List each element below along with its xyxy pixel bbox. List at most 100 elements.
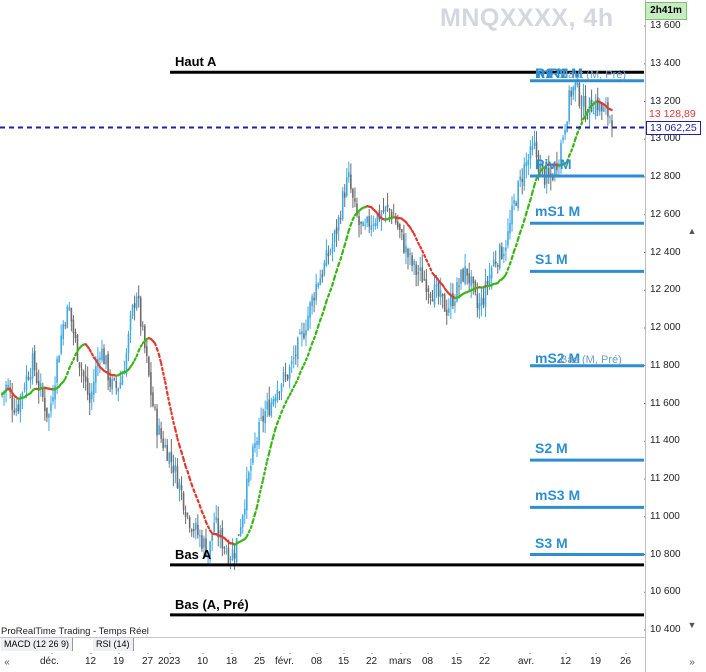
candle-body [382, 210, 385, 213]
candle-body [272, 399, 275, 405]
candle-body [413, 260, 415, 266]
candle-body [246, 478, 248, 511]
candle-body [441, 293, 444, 297]
candle-body [501, 246, 503, 259]
scroll-left-icon[interactable]: « [4, 657, 10, 668]
candle-body [133, 303, 136, 308]
x-tick-label: 18 [226, 656, 238, 667]
moving-average-segment [96, 362, 102, 369]
candle-body [44, 397, 46, 412]
chevron-down-icon[interactable]: ▼ [687, 620, 697, 630]
candle-body [364, 224, 366, 226]
moving-average-segment [90, 352, 95, 359]
candle-body [105, 355, 107, 365]
moving-average-segment [288, 390, 293, 397]
moving-average-segment [200, 510, 206, 518]
x-tick-label: déc. [40, 656, 59, 667]
moving-average-segment [510, 249, 516, 259]
candle-body [182, 492, 185, 511]
candle-body [113, 378, 116, 380]
candle-body [284, 374, 287, 376]
candle-body [190, 529, 193, 532]
moving-average-segment [529, 191, 534, 201]
candle-body [148, 356, 150, 376]
moving-average-segment [182, 457, 187, 468]
level-label: Haut (M, Pré) [560, 68, 627, 81]
x-tick-label: 22 [479, 656, 491, 667]
x-tick-label: 15 [338, 656, 350, 667]
candle-body [309, 302, 311, 318]
candle-body [417, 272, 419, 274]
moving-average-segment [259, 478, 265, 490]
candle-body [592, 113, 595, 115]
candle-body [80, 369, 83, 371]
candle-body [331, 243, 334, 252]
scroll-right-icon[interactable]: » [689, 657, 695, 668]
candle-body [472, 276, 475, 284]
x-tick-label: 10 [197, 656, 209, 667]
moving-average-segment [586, 106, 591, 114]
moving-average-segment [413, 232, 418, 240]
moving-average-segment [294, 377, 299, 385]
candle-body [396, 221, 399, 228]
candle-body [205, 538, 207, 557]
candle-body [90, 391, 93, 400]
candle-body [297, 337, 299, 360]
candle-body [282, 372, 285, 381]
candle-body [109, 377, 111, 387]
level-label: Bas (M, Pré) [560, 353, 622, 366]
moving-average-segment [166, 391, 171, 405]
candle-body [250, 465, 252, 471]
candle-body [58, 355, 60, 363]
tab-rsi[interactable]: RSI (14) [93, 638, 134, 651]
moving-average-segment [88, 348, 93, 355]
x-tick-label: 12 [85, 656, 97, 667]
candle-body [570, 90, 572, 97]
candle-body [154, 407, 156, 409]
candle-body [82, 371, 85, 377]
candle-body [470, 276, 473, 287]
candle-body [23, 388, 26, 390]
candle-body [307, 315, 309, 330]
moving-average-segment [441, 283, 446, 290]
chevron-up-icon[interactable]: ▲ [687, 226, 697, 236]
indicator-tab-bar [0, 637, 645, 653]
candle-body [464, 266, 466, 284]
candle-body [511, 205, 513, 225]
candle-body [468, 273, 470, 284]
moving-average-segment [523, 212, 528, 222]
level-label: Bas A [175, 546, 212, 562]
moving-average-segment [137, 345, 142, 352]
candle-body [70, 307, 73, 322]
moving-average-segment [9, 388, 14, 394]
tab-macd[interactable]: MACD (12 26 9) [1, 638, 74, 651]
candle-body [454, 301, 456, 306]
x-tick-label: 2023 [158, 656, 181, 667]
candle-body [225, 551, 228, 553]
candle-body [166, 444, 169, 461]
candle-body [407, 248, 409, 258]
candle-body [180, 485, 183, 491]
candle-body [174, 464, 177, 472]
candle-body [517, 181, 519, 209]
moving-average-segment [584, 110, 589, 117]
candle-body [437, 281, 440, 297]
candle-body [192, 529, 195, 531]
candle-body [99, 357, 101, 360]
candle-body [327, 253, 330, 257]
candle-body [46, 407, 48, 418]
candle-body [288, 366, 291, 379]
candle-body [509, 222, 511, 234]
candle-body [95, 366, 97, 383]
candle-body [235, 538, 238, 563]
moving-average-segment [257, 486, 263, 499]
candle-body [447, 308, 450, 313]
x-tick-label: 27 [142, 656, 154, 667]
candle-body [482, 298, 485, 305]
level-label: mR1 M [537, 64, 583, 81]
candle-body [486, 280, 489, 285]
y-tick-label: 10 800 [650, 548, 681, 560]
moving-average-segment [425, 258, 430, 266]
candle-body [368, 216, 371, 227]
candle-body [335, 227, 338, 235]
